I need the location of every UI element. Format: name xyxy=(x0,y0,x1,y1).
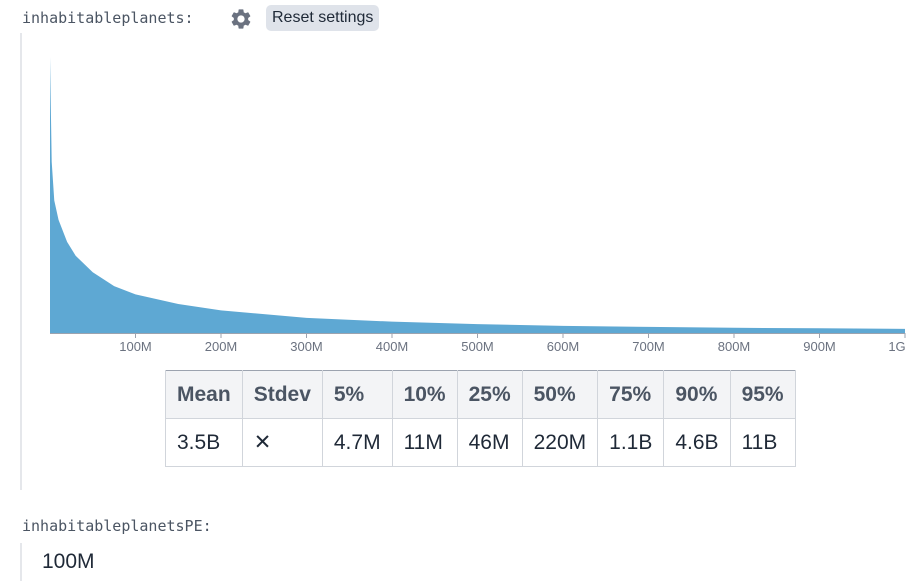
stats-header-cell: 5% xyxy=(321,370,393,419)
stats-value-cell: 3.5B xyxy=(165,418,243,467)
x-tick-label: 700M xyxy=(632,339,665,354)
stats-value-cell: 46M xyxy=(456,418,523,467)
x-tick-label: 600M xyxy=(547,339,580,354)
x-tick-label: 900M xyxy=(803,339,836,354)
variable-name: inhabitableplanets: xyxy=(22,9,194,27)
stats-header-cell: 50% xyxy=(521,370,599,419)
stats-header-cell: 75% xyxy=(597,370,665,419)
cell-left-border xyxy=(20,543,22,581)
x-tick-label: 500M xyxy=(461,339,494,354)
stats-value-cell: 220M xyxy=(521,418,599,467)
stats-value-cell: 1.1B xyxy=(597,418,665,467)
x-tick-label: 400M xyxy=(376,339,409,354)
stats-value-cell: 11M xyxy=(391,418,458,467)
summary-stats-table: Mean Stdev 5% 10% 25% 50% 75% 90% 95% 3.5B ✕ 4.7M 1… xyxy=(165,370,796,467)
gear-icon[interactable] xyxy=(229,7,253,31)
x-tick-label: 800M xyxy=(718,339,751,354)
x-tick-label: 300M xyxy=(290,339,323,354)
cell-left-border xyxy=(20,33,22,490)
stats-value-cell: ✕ xyxy=(241,418,323,467)
density-area xyxy=(50,57,905,333)
stats-header-cell: 25% xyxy=(456,370,523,419)
stats-value-cell: 4.6B xyxy=(663,418,731,467)
stats-header-cell: 10% xyxy=(391,370,458,419)
point-estimate-value: 100M xyxy=(42,550,95,573)
stats-value-row: 3.5B ✕ 4.7M 11M 46M 220M 1.1B 4.6B 11B xyxy=(165,418,796,467)
stats-value-cell: 11B xyxy=(729,418,796,467)
x-tick-label: 1G xyxy=(888,339,905,354)
x-tick-label: 200M xyxy=(205,339,238,354)
stats-header-cell: 95% xyxy=(729,370,796,419)
reset-settings-button[interactable]: Reset settings xyxy=(266,5,380,31)
x-tick-label: 100M xyxy=(119,339,152,354)
distribution-chart: 100M 200M 300M 400M 500M 600M 700M 800M 900M 1G xyxy=(50,57,906,354)
variable-name: inhabitableplanetsPE: xyxy=(22,517,212,535)
stats-header-cell: Stdev xyxy=(241,370,323,419)
stats-header-row: Mean Stdev 5% 10% 25% 50% 75% 90% 95% xyxy=(165,370,796,419)
stats-value-cell: 4.7M xyxy=(321,418,393,467)
stats-header-cell: Mean xyxy=(165,370,243,419)
stats-header-cell: 90% xyxy=(663,370,731,419)
